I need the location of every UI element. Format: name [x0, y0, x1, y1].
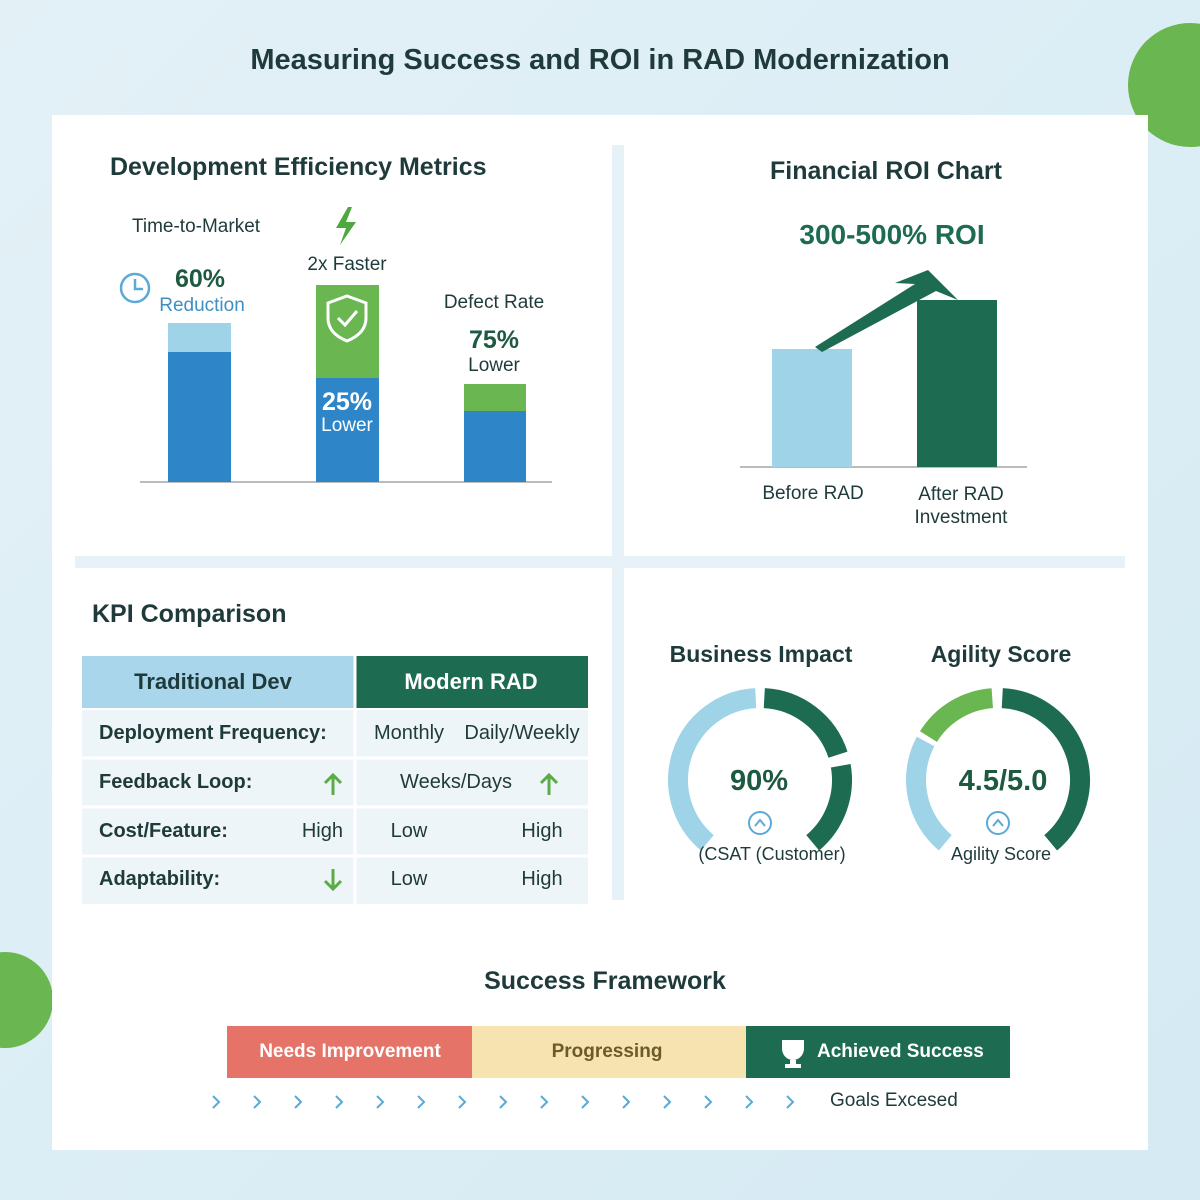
table-cell: Low: [390, 820, 428, 842]
label: Before RAD: [762, 483, 864, 504]
divider: [75, 556, 1125, 568]
label: Time-to-Market: [131, 216, 261, 237]
gauge-arc: [763, 688, 848, 759]
bar-top: [316, 285, 379, 378]
chevron: [786, 1095, 795, 1109]
table-header-text: Traditional Dev: [134, 669, 292, 694]
chevron: [417, 1095, 426, 1109]
section-title: Development Efficiency Metrics: [110, 153, 487, 181]
up-icon: [992, 818, 1004, 827]
table-cell: Cost/Feature:: [99, 820, 228, 842]
stage-label: Needs Improvement: [259, 1041, 441, 1062]
down-arrow: [323, 869, 343, 892]
table-cell: Monthly: [373, 722, 445, 744]
bar: [316, 378, 379, 482]
gauge-value: 90%: [729, 765, 789, 797]
table-cell: Daily/Weekly: [464, 722, 580, 744]
label: Lower: [468, 355, 520, 376]
label: 2x Faster: [307, 254, 387, 275]
section-title: Success Framework: [484, 967, 726, 995]
table-header-text: Modern RAD: [404, 669, 538, 694]
label: Defect Rate: [443, 292, 545, 313]
trophy-icon: [782, 1040, 804, 1068]
divider: [612, 145, 624, 900]
bar: [168, 352, 231, 482]
table-cell: High: [301, 820, 343, 842]
metric-value: 75%: [468, 326, 520, 354]
gauge-arc: [1001, 688, 1090, 851]
table-cell: Low: [390, 868, 428, 890]
stage: [472, 1026, 746, 1078]
bar: [917, 300, 997, 467]
bar-top: [168, 323, 231, 352]
bar-top: [464, 384, 526, 411]
chevron: [745, 1095, 754, 1109]
section-title: KPI Comparison: [92, 600, 287, 628]
gauge-value: 4.5/5.0: [958, 765, 1048, 797]
gauge-arc: [668, 688, 757, 851]
up-icon: [754, 818, 766, 827]
label: After RAD Investment: [914, 484, 1008, 528]
gauge-arc: [919, 688, 994, 743]
table-cell: Weeks/Days: [400, 771, 512, 793]
chevron: [499, 1095, 508, 1109]
gauge-arc: [806, 764, 852, 851]
up-icon: [986, 811, 1010, 835]
chevron: [253, 1095, 262, 1109]
shield-icon: [326, 294, 368, 343]
gauge-title: Agility Score: [930, 641, 1072, 667]
chevron: [212, 1095, 221, 1109]
up-icon: [748, 811, 772, 835]
table-header: [82, 656, 354, 708]
chevron: [294, 1095, 303, 1109]
table-cell: High: [521, 820, 563, 842]
table-cell: Deployment Frequency:: [99, 722, 327, 744]
gauge-caption: (CSAT (Customer): [698, 844, 846, 864]
label: Reduction: [159, 295, 245, 316]
growth-arrow: [815, 270, 958, 352]
table-cell: Adaptability:: [99, 868, 221, 890]
chevron: [663, 1095, 672, 1109]
gauge-title: Business Impact: [669, 641, 853, 667]
card: [52, 115, 1148, 1150]
page-title: Measuring Success and ROI in RAD Moderni…: [250, 44, 950, 76]
clock-icon: [119, 272, 151, 304]
section-title: Financial ROI Chart: [770, 157, 1002, 185]
chevron: [622, 1095, 631, 1109]
up-arrow: [323, 772, 343, 795]
table-header: [356, 656, 588, 708]
metric-value: 60%: [174, 265, 226, 293]
chevron: [581, 1095, 590, 1109]
up-arrow: [539, 772, 559, 795]
label: Lower: [321, 415, 373, 436]
metric-value: 25%: [321, 388, 373, 416]
table-cell: High: [521, 868, 563, 890]
gauge-arc: [906, 736, 952, 851]
table-cell: Feedback Loop:: [99, 771, 253, 793]
stage-label: Achieved Success: [817, 1041, 984, 1062]
chevron: [540, 1095, 549, 1109]
clock-icon: [133, 279, 143, 291]
chevron: [376, 1095, 385, 1109]
chevron: [458, 1095, 467, 1109]
stage-label: Progressing: [551, 1041, 663, 1062]
bolt-icon: [336, 207, 356, 245]
deco-circle: [0, 952, 53, 1048]
bar: [772, 349, 852, 467]
chevron: [335, 1095, 344, 1109]
gauge-caption: Agility Score: [950, 844, 1052, 864]
shield-icon: [336, 310, 359, 328]
stage: [227, 1026, 472, 1078]
chevron: [704, 1095, 713, 1109]
note: Goals Excesed: [830, 1090, 958, 1111]
headline: 300-500% ROI: [799, 219, 985, 250]
bar: [464, 411, 526, 482]
